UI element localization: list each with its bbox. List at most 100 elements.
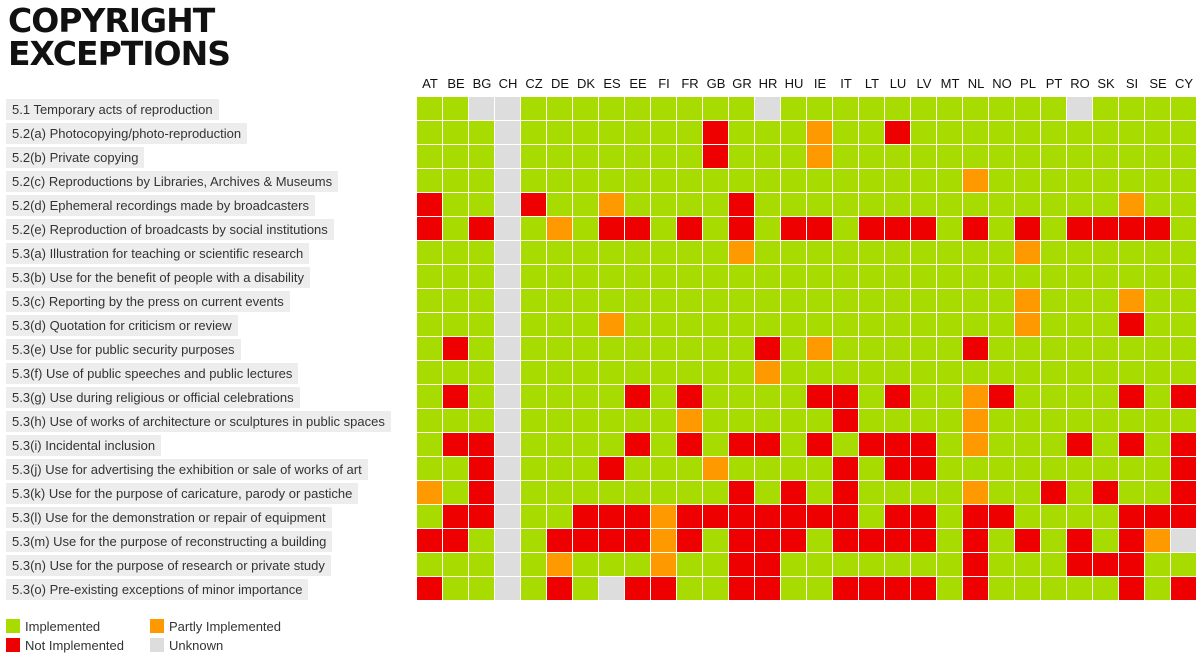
heatmap-cell-lv-8 — [911, 289, 936, 312]
heatmap-cell-cz-12 — [521, 385, 546, 408]
heatmap-cell-fi-12 — [651, 385, 676, 408]
heatmap-cell-se-7 — [1145, 265, 1170, 288]
heatmap-cell-sk-18 — [1093, 529, 1118, 552]
column-label-es: ES — [603, 76, 621, 91]
heatmap-cell-cy-9 — [1171, 313, 1196, 336]
heatmap-cell-it-5 — [833, 217, 858, 240]
heatmap-cell-hr-20 — [755, 577, 780, 600]
heatmap-cell-fi-14 — [651, 433, 676, 456]
row-label: 5.3(c) Reporting by the press on current… — [6, 291, 290, 312]
heatmap-cell-at-14 — [417, 433, 442, 456]
legend-item-unknown: Unknown — [150, 637, 223, 655]
heatmap-cell-ee-4 — [625, 193, 650, 216]
column-label-be: BE — [447, 76, 465, 91]
heatmap-cell-no-2 — [989, 145, 1014, 168]
heatmap-cell-si-15 — [1119, 457, 1144, 480]
heatmap-cell-it-19 — [833, 553, 858, 576]
row-label: 5.1 Temporary acts of reproduction — [6, 99, 219, 120]
heatmap-cell-ee-18 — [625, 529, 650, 552]
heatmap-cell-pt-17 — [1041, 505, 1066, 528]
heatmap-cell-gb-10 — [703, 337, 728, 360]
heatmap-cell-pt-4 — [1041, 193, 1066, 216]
heatmap-cell-it-0 — [833, 97, 858, 120]
heatmap-cell-lt-12 — [859, 385, 884, 408]
heatmap-cell-no-14 — [989, 433, 1014, 456]
heatmap-cell-de-10 — [547, 337, 572, 360]
heatmap-cell-nl-3 — [963, 169, 988, 192]
row-label: 5.2(a) Photocopying/photo-reproduction — [6, 123, 248, 144]
heatmap-cell-cz-19 — [521, 553, 546, 576]
heatmap-cell-se-12 — [1145, 385, 1170, 408]
heatmap-cell-cz-16 — [521, 481, 546, 504]
heatmap-cell-lu-13 — [885, 409, 910, 432]
heatmap-cell-bg-13 — [469, 409, 494, 432]
heatmap-cell-cz-5 — [521, 217, 546, 240]
column-label-hu: HU — [784, 76, 804, 91]
heatmap-cell-lt-4 — [859, 193, 884, 216]
heatmap-cell-be-17 — [443, 505, 468, 528]
heatmap-cell-ro-6 — [1067, 241, 1092, 264]
heatmap-cell-ro-7 — [1067, 265, 1092, 288]
heatmap-cell-no-0 — [989, 97, 1014, 120]
heatmap-cell-ie-17 — [807, 505, 832, 528]
heatmap-cell-de-4 — [547, 193, 572, 216]
heatmap-cell-gr-17 — [729, 505, 754, 528]
heatmap-cell-si-8 — [1119, 289, 1144, 312]
heatmap-cell-bg-20 — [469, 577, 494, 600]
heatmap-cell-de-15 — [547, 457, 572, 480]
heatmap-cell-nl-5 — [963, 217, 988, 240]
heatmap-cell-pt-18 — [1041, 529, 1066, 552]
heatmap-cell-fr-0 — [677, 97, 702, 120]
heatmap-cell-hr-10 — [755, 337, 780, 360]
heatmap-cell-pl-8 — [1015, 289, 1040, 312]
heatmap-cell-ch-1 — [495, 121, 520, 144]
heatmap-cell-be-12 — [443, 385, 468, 408]
heatmap-cell-hu-0 — [781, 97, 806, 120]
heatmap-cell-ro-0 — [1067, 97, 1092, 120]
heatmap-cell-pt-3 — [1041, 169, 1066, 192]
column-label-no: NO — [992, 76, 1012, 91]
heatmap-cell-si-9 — [1119, 313, 1144, 336]
heatmap-cell-fi-19 — [651, 553, 676, 576]
heatmap-cell-sk-9 — [1093, 313, 1118, 336]
heatmap-cell-it-2 — [833, 145, 858, 168]
heatmap-cell-ch-4 — [495, 193, 520, 216]
heatmap-cell-mt-14 — [937, 433, 962, 456]
heatmap-cell-de-13 — [547, 409, 572, 432]
heatmap-cell-lu-20 — [885, 577, 910, 600]
heatmap-cell-ee-2 — [625, 145, 650, 168]
heatmap-cell-lu-17 — [885, 505, 910, 528]
heatmap-cell-it-14 — [833, 433, 858, 456]
heatmap-cell-hu-7 — [781, 265, 806, 288]
column-label-ro: RO — [1070, 76, 1090, 91]
heatmap-cell-cz-6 — [521, 241, 546, 264]
heatmap-cell-at-6 — [417, 241, 442, 264]
heatmap-cell-hu-4 — [781, 193, 806, 216]
heatmap-cell-gr-16 — [729, 481, 754, 504]
heatmap-cell-pl-14 — [1015, 433, 1040, 456]
heatmap-cell-gb-8 — [703, 289, 728, 312]
heatmap-cell-nl-9 — [963, 313, 988, 336]
heatmap-cell-no-15 — [989, 457, 1014, 480]
heatmap-cell-gb-11 — [703, 361, 728, 384]
heatmap-cell-hu-19 — [781, 553, 806, 576]
heatmap-cell-pt-8 — [1041, 289, 1066, 312]
heatmap-cell-lv-19 — [911, 553, 936, 576]
heatmap-cell-pl-1 — [1015, 121, 1040, 144]
heatmap-cell-gr-19 — [729, 553, 754, 576]
heatmap-cell-ie-13 — [807, 409, 832, 432]
heatmap-cell-gb-13 — [703, 409, 728, 432]
heatmap-cell-ch-13 — [495, 409, 520, 432]
heatmap-cell-lt-10 — [859, 337, 884, 360]
heatmap-cell-bg-6 — [469, 241, 494, 264]
heatmap-cell-lv-1 — [911, 121, 936, 144]
heatmap-cell-es-3 — [599, 169, 624, 192]
column-label-at: AT — [422, 76, 438, 91]
heatmap-cell-lt-1 — [859, 121, 884, 144]
heatmap-cell-lu-16 — [885, 481, 910, 504]
heatmap-cell-cy-13 — [1171, 409, 1196, 432]
heatmap-cell-pt-0 — [1041, 97, 1066, 120]
heatmap-cell-cy-14 — [1171, 433, 1196, 456]
heatmap-cell-fr-17 — [677, 505, 702, 528]
heatmap-cell-fr-8 — [677, 289, 702, 312]
